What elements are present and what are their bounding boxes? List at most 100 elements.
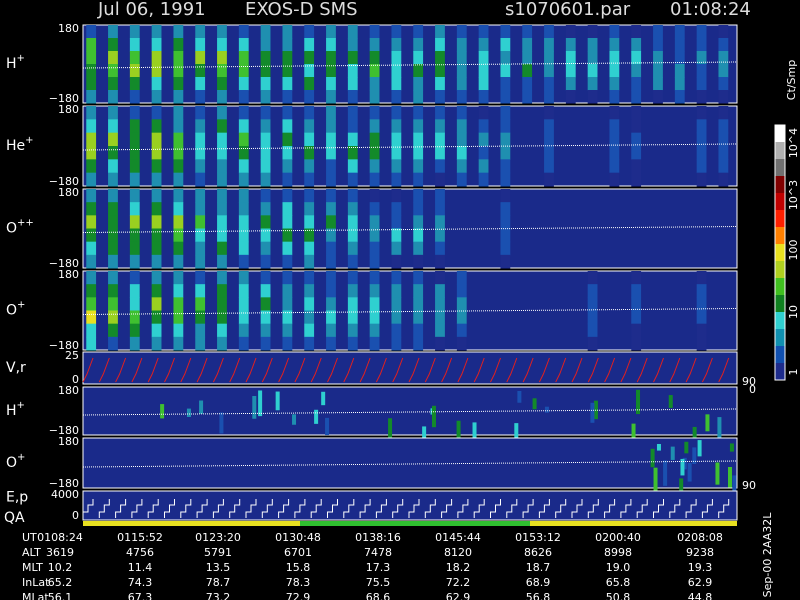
- spectrum-cell: [435, 323, 445, 338]
- spectrum-cell: [304, 51, 315, 65]
- spectrum-cell: [238, 189, 249, 203]
- spectrum-cell: [195, 297, 206, 311]
- spectrum-cell: [325, 417, 330, 436]
- spectrum-cell: [413, 77, 424, 91]
- cell: 50.8: [606, 591, 631, 600]
- spectrum-cell: [238, 90, 249, 104]
- spectrum-cell: [347, 202, 358, 216]
- spectrum-cell: [435, 25, 445, 39]
- cell: 18.7: [526, 561, 551, 574]
- spectrum-cell: [260, 159, 271, 174]
- spectrum-cell: [195, 106, 206, 120]
- spectrum-cell: [217, 146, 227, 160]
- spectrum-cell: [129, 254, 140, 269]
- spectrum-cell: [260, 310, 271, 325]
- spectrum-cell: [718, 146, 729, 160]
- spectrum-cell: [173, 241, 184, 256]
- spectrum-cell: [129, 284, 140, 298]
- spectrum-cell: [696, 310, 707, 325]
- colorbar-tick: 1: [787, 369, 800, 376]
- spectrum-cell: [217, 284, 227, 298]
- spectrum-cell: [718, 51, 729, 65]
- spectrum-cell: [151, 106, 162, 120]
- spectrum-cell: [217, 51, 227, 65]
- spectrum-cell: [347, 77, 358, 91]
- spectrum-cell: [435, 51, 445, 65]
- colorbar-tick: 100: [787, 240, 800, 261]
- axis-top: 180: [58, 186, 79, 199]
- spectrum-cell: [472, 422, 477, 446]
- spectrum-cell: [413, 284, 424, 298]
- spectrum-cell: [705, 414, 710, 432]
- spectrum-cell: [631, 146, 642, 160]
- spectrum-cell: [282, 310, 293, 325]
- axis-bottom: −180: [49, 477, 79, 490]
- spectrum-cell: [173, 228, 184, 243]
- spectrum-cell: [413, 25, 424, 39]
- spectrum-cell: [238, 146, 249, 160]
- spectrum-cell: [86, 284, 97, 298]
- spectrum-cell: [369, 271, 380, 285]
- spectrum-cell: [282, 51, 293, 65]
- spectrum-cell: [151, 189, 162, 203]
- spectrum-cell: [238, 106, 249, 120]
- spectrum-cell: [391, 77, 402, 91]
- spectrum-cell: [86, 106, 97, 120]
- spectrum-cell: [304, 106, 315, 120]
- cell: 72.9: [286, 591, 311, 600]
- spectrum-cell: [217, 254, 227, 269]
- spectrum-cell: [129, 189, 140, 203]
- spectrum-cell: [565, 77, 576, 91]
- spectrum-cell: [282, 90, 293, 104]
- spectrum-cell: [347, 336, 358, 351]
- panel-label-sup: +: [17, 400, 25, 411]
- spectrum-cell: [478, 90, 489, 104]
- spectrum-cell: [674, 51, 685, 65]
- spectrum-cell: [108, 119, 118, 134]
- spectrum-cell: [326, 284, 336, 298]
- spectrum-cell: [260, 284, 271, 298]
- colorbar-cell: [775, 244, 785, 261]
- spectrum-cell: [129, 106, 140, 120]
- spectrum-cell: [435, 146, 445, 160]
- colorbar-frame: [774, 124, 786, 381]
- spectrum-cell: [609, 146, 620, 160]
- spectrum-cell: [435, 284, 445, 298]
- spectrum-cell: [151, 90, 162, 104]
- spectrum-cell: [304, 202, 315, 216]
- spectrum-cell: [326, 132, 336, 147]
- spectrum-cell: [718, 106, 729, 120]
- spectrum-cell: [173, 132, 184, 147]
- spectrum-cell: [522, 51, 533, 65]
- cell: 10.2: [48, 561, 73, 574]
- panel-label-text: O: [6, 303, 17, 319]
- spectrum-cell: [260, 297, 271, 311]
- spectrum-cell: [86, 51, 97, 65]
- spectrum-cell: [217, 189, 227, 203]
- spectrum-cell: [413, 38, 424, 52]
- spectrum-cell: [195, 119, 206, 134]
- spectrum-cell: [282, 64, 293, 78]
- cell: 44.8: [688, 591, 713, 600]
- spectrum-cell: [129, 228, 140, 243]
- spectrum-cell: [238, 172, 249, 187]
- panel-label: O+: [6, 300, 25, 319]
- spectrum-cell: [186, 408, 191, 417]
- spectrum-cell: [674, 64, 685, 78]
- spectrum-cell: [86, 64, 97, 78]
- spectrum-cell: [238, 323, 249, 338]
- spectrum-cell: [151, 146, 162, 160]
- spectrum-cell: [173, 77, 184, 91]
- spectrum-cell: [151, 64, 162, 78]
- spectrum-cell: [696, 284, 707, 298]
- spectrum-cell: [435, 189, 445, 203]
- spectrum-cell: [347, 310, 358, 325]
- spectrum-cell: [369, 254, 380, 269]
- spectrum-cell: [631, 423, 636, 445]
- spectrum-cell: [653, 467, 658, 494]
- spectrum-cell: [108, 77, 118, 91]
- cell: 3619: [46, 546, 74, 559]
- spectrum-cell: [500, 159, 511, 174]
- date: Jul 06, 1991: [97, 0, 206, 20]
- axis-top: 180: [58, 268, 79, 281]
